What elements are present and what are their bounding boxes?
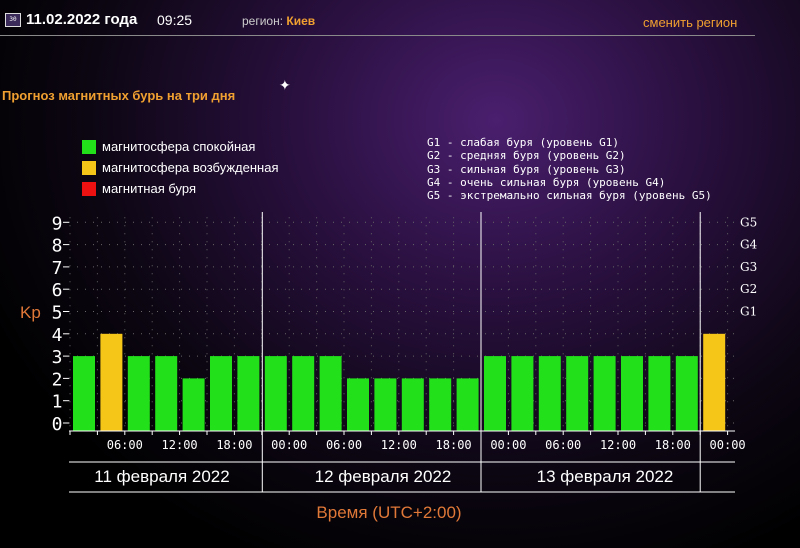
legend-label: магнитосфера возбужденная [102, 160, 279, 175]
storm-level-legend: G1 - слабая буря (уровень G1) G2 - средн… [427, 136, 712, 202]
kp-bar [401, 378, 424, 431]
kp-bar [593, 356, 616, 431]
kp-bar [237, 356, 260, 431]
x-tick-label: 00:00 [271, 438, 307, 452]
y-tick-label: 1 [52, 392, 63, 413]
x-tick-label: 00:00 [710, 438, 746, 452]
region-label: регион: [242, 14, 284, 28]
g-tick-label: G4 [740, 238, 758, 252]
legend-item-quiet: магнитосфера спокойная [82, 136, 279, 157]
kp-bar [566, 356, 589, 431]
y-tick-label: 7 [52, 258, 63, 279]
change-region-link[interactable]: сменить регион [643, 15, 738, 30]
x-tick-label: 00:00 [490, 438, 526, 452]
g-legend-item: G5 - экстремально сильная буря (уровень … [427, 189, 712, 203]
g-tick-label: G2 [740, 282, 757, 296]
y-tick-label: 5 [52, 303, 63, 324]
x-tick-label: 18:00 [436, 438, 472, 452]
region-info: регион: Киев [242, 14, 315, 28]
x-tick-label: 12:00 [381, 438, 417, 452]
day-label: 11 февраля 2022 [94, 467, 229, 486]
kp-bar [292, 356, 315, 431]
x-tick-label: 12:00 [162, 438, 198, 452]
legend-swatch [82, 160, 96, 175]
calendar-icon: 30 [5, 13, 21, 27]
y-axis-title: Kp [20, 303, 41, 322]
color-legend: магнитосфера спокойная магнитосфера возб… [82, 136, 279, 199]
x-tick-label: 06:00 [326, 438, 362, 452]
legend-item-active: магнитосфера возбужденная [82, 157, 279, 178]
x-tick-label: 18:00 [216, 438, 252, 452]
kp-bar [264, 356, 287, 431]
y-tick-label: 4 [52, 325, 63, 346]
header-divider [0, 35, 755, 36]
g-tick-label: G1 [740, 305, 757, 319]
y-tick-label: 9 [52, 213, 63, 234]
g-legend-item: G4 - очень сильная буря (уровень G4) [427, 175, 666, 189]
kp-bar [319, 356, 342, 431]
kp-bar [456, 378, 479, 431]
x-tick-label: 06:00 [545, 438, 581, 452]
legend-label: магнитосфера спокойная [102, 139, 256, 154]
legend-item-storm: магнитная буря [82, 178, 279, 199]
y-tick-label: 3 [52, 347, 63, 368]
kp-bar [429, 378, 452, 431]
kp-bar [155, 356, 178, 431]
g-legend-item: G3 - сильная буря (уровень G3) [427, 162, 626, 176]
y-tick-label: 0 [52, 414, 63, 435]
x-tick-label: 18:00 [655, 438, 691, 452]
page-title: Прогноз магнитных бурь на три дня [2, 88, 236, 103]
kp-bar [703, 333, 726, 431]
legend-swatch [82, 139, 96, 154]
region-value: Киев [286, 14, 316, 28]
kp-bar [127, 356, 150, 431]
day-label: 12 февраля 2022 [315, 467, 452, 486]
current-time: 09:25 [157, 12, 193, 28]
legend-label: магнитная буря [102, 181, 197, 196]
day-label: 13 февраля 2022 [537, 467, 674, 486]
kp-bar [484, 356, 506, 431]
g-legend-item: G2 - средняя буря (уровень G2) [427, 149, 626, 163]
kp-bar [347, 378, 369, 431]
kp-bar [100, 333, 123, 431]
kp-bar [210, 356, 232, 431]
y-tick-label: 6 [52, 280, 63, 301]
y-tick-label: 2 [52, 369, 63, 390]
g-legend-item: G1 - слабая буря (уровень G1) [427, 136, 620, 149]
kp-bar [538, 356, 561, 431]
y-tick-label: 8 [52, 236, 63, 257]
x-axis-title: Время (UTC+2:00) [316, 503, 462, 522]
kp-bar [374, 378, 397, 431]
kp-bar [675, 356, 698, 431]
kp-bar [621, 356, 643, 431]
g-tick-label: G5 [740, 215, 757, 229]
x-tick-label: 06:00 [107, 438, 143, 452]
kp-bar [511, 356, 534, 431]
kp-bar [182, 378, 205, 431]
legend-swatch [82, 181, 96, 196]
top-bar: 30 11.02.2022 года 09:25 регион: Киев см… [0, 0, 800, 38]
kp-bar [648, 356, 671, 431]
kp-bar [73, 356, 95, 431]
g-tick-label: G3 [740, 260, 757, 274]
sparkle-icon: ✦ [279, 77, 291, 93]
current-date: 11.02.2022 года [26, 11, 138, 28]
x-tick-label: 12:00 [600, 438, 636, 452]
